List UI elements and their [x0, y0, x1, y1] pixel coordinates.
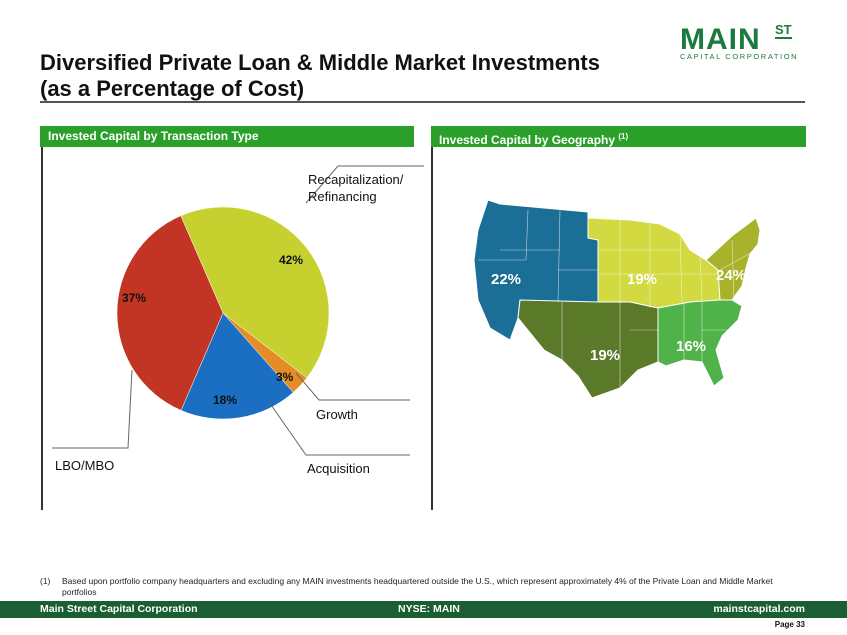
recap-label-line2: Refinancing: [308, 189, 377, 204]
leader-line-lbo: [52, 369, 133, 449]
southwest-pct: 19%: [590, 347, 620, 364]
title-divider: [40, 101, 805, 103]
midwest-pct: 19%: [627, 271, 657, 288]
footer-bar: Main Street Capital Corporation NYSE: MA…: [0, 601, 847, 618]
northeast-pct: 24%: [716, 267, 746, 284]
growth-label: Growth: [316, 407, 358, 422]
recap-label-line1: Recapitalization/: [308, 172, 404, 187]
leader-line-recap: [305, 165, 424, 204]
geography-header-note: (1): [618, 132, 629, 141]
footer-website[interactable]: mainstcapital.com: [713, 603, 805, 615]
logo-subtitle: CAPITAL CORPORATION: [680, 52, 799, 61]
geography-header-text: Invested Capital by Geography: [439, 133, 616, 147]
geography-header: Invested Capital by Geography (1): [431, 126, 806, 147]
footer-ticker: NYSE: MAIN: [398, 603, 460, 615]
left-panel-border: [41, 147, 43, 510]
acquisition-pct: 18%: [213, 393, 237, 407]
logo-main-text: MAIN: [680, 23, 761, 56]
acquisition-label: Acquisition: [307, 461, 370, 476]
lbo-pct: 37%: [122, 291, 146, 305]
transaction-type-header: Invested Capital by Transaction Type: [40, 126, 414, 147]
page-title-line2: (as a Percentage of Cost): [40, 76, 305, 101]
slice-lbo-mbo: [116, 215, 224, 411]
geography-us-map: 22% 19% 24% 19% 16%: [473, 199, 761, 399]
slice-recapitalization: [180, 206, 330, 379]
right-panel-border: [431, 147, 433, 510]
map-state-borders: [478, 209, 757, 388]
footer-company: Main Street Capital Corporation: [40, 603, 198, 615]
leader-line-acquisition: [268, 401, 410, 456]
transaction-type-header-text: Invested Capital by Transaction Type: [48, 129, 259, 143]
west-pct: 22%: [491, 271, 521, 288]
page-title-line1: Diversified Private Loan & Middle Market…: [40, 50, 600, 75]
transaction-type-pie-chart: Recapitalization/ Refinancing Growth Acq…: [52, 165, 424, 476]
leader-line-growth: [295, 372, 410, 401]
logo-superscript: ST: [775, 22, 792, 39]
slice-acquisition: [180, 312, 294, 420]
footnote-number: (1): [40, 576, 51, 586]
pie-leader-lines: [52, 165, 424, 456]
page-title: Diversified Private Loan & Middle Market…: [40, 50, 680, 102]
map-region-southwest: [517, 299, 659, 399]
map-region-southeast: [657, 299, 743, 387]
company-logo: MAIN ST CAPITAL CORPORATION: [676, 22, 806, 66]
recap-pct: 42%: [279, 253, 303, 267]
southeast-pct: 16%: [676, 338, 706, 355]
footnote-text: Based upon portfolio company headquarter…: [62, 576, 773, 597]
growth-pct: 3%: [276, 370, 294, 384]
lbo-label: LBO/MBO: [55, 458, 114, 473]
page-number: Page 33: [774, 620, 805, 629]
